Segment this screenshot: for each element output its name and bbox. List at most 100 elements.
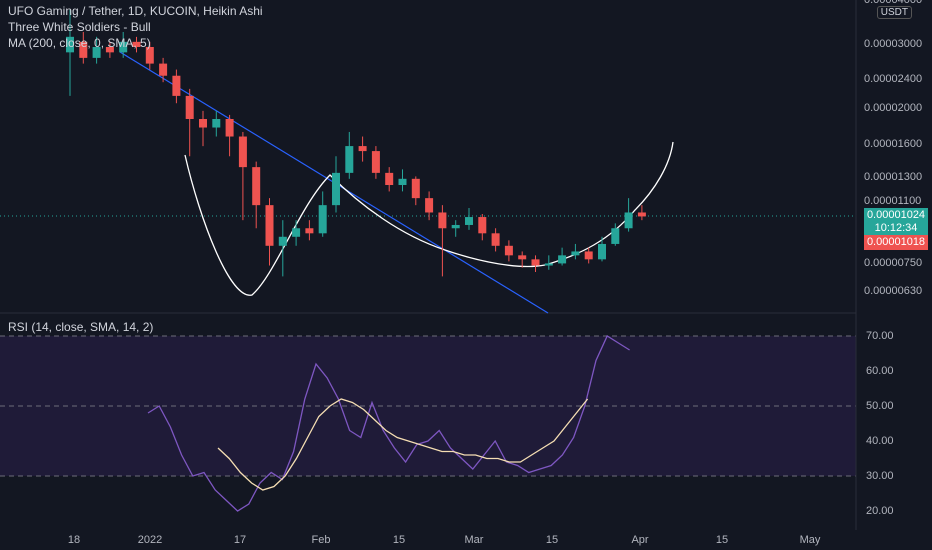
candle-body: [265, 205, 274, 246]
candle: [265, 198, 274, 266]
price-axis-label: 0.00000750: [864, 257, 922, 269]
candle-body: [332, 172, 340, 206]
candle: [438, 205, 447, 277]
candle: [518, 251, 527, 268]
candle: [225, 114, 234, 157]
candle: [385, 167, 394, 192]
candle: [637, 205, 646, 221]
candle: [332, 156, 340, 213]
time-axis-label: Mar: [465, 534, 484, 546]
candle-body: [611, 228, 620, 244]
candle-body: [345, 146, 354, 173]
indicator-three-white-soldiers[interactable]: Three White Soldiers - Bull: [8, 20, 151, 34]
candle-body: [385, 172, 394, 185]
candle: [598, 236, 606, 262]
price-axis-label: 0.00001300: [864, 171, 922, 183]
candle-body: [558, 255, 567, 264]
candle: [172, 69, 181, 104]
candle: [398, 169, 407, 192]
candle: [79, 31, 88, 64]
candle-body: [478, 217, 487, 234]
last-price-badge: 0.00001024: [864, 208, 928, 223]
candle-body: [425, 198, 434, 213]
candle-body: [199, 118, 207, 128]
candle-body: [119, 41, 128, 53]
candle: [451, 220, 460, 237]
rsi-axis: 70.00 60.00 50.00 40.00 30.00 20.00: [866, 330, 894, 517]
candle-body: [305, 228, 314, 234]
candle: [305, 220, 314, 241]
price-axis-label: 0.00002000: [864, 102, 922, 114]
candle-body: [318, 205, 327, 234]
candle-body: [544, 263, 553, 266]
rsi-axis-label: 50.00: [866, 400, 894, 412]
candle: [358, 136, 367, 162]
candle: [558, 247, 567, 266]
candle: [252, 161, 261, 229]
indicator-moving-average[interactable]: MA (200, close, 0, SMA, 5): [8, 36, 151, 50]
candle: [624, 198, 633, 232]
candle: [212, 110, 221, 137]
price-axis-label: 0.00001600: [864, 138, 922, 150]
candle: [292, 220, 301, 246]
rsi-line: [147, 335, 630, 512]
currency-badge[interactable]: USDT: [876, 6, 912, 19]
candle: [92, 36, 101, 64]
candle-body: [465, 217, 473, 225]
price-axis-label: 0.00002400: [864, 73, 922, 85]
candle: [119, 31, 128, 58]
candle: [491, 228, 500, 252]
candle-body: [66, 36, 74, 53]
candle-body: [278, 236, 287, 246]
rsi-lines-group: [147, 335, 630, 512]
candle: [611, 223, 620, 246]
candle-body: [92, 47, 101, 58]
candle-body: [105, 47, 114, 53]
candle: [159, 57, 168, 83]
time-axis-label: Apr: [631, 534, 648, 546]
candle: [544, 255, 553, 270]
countdown-badge: 10:12:34: [864, 221, 928, 236]
candle: [371, 146, 380, 179]
candle-body: [225, 118, 234, 137]
rsi-axis-label: 70.00: [866, 330, 894, 342]
candle-body: [438, 212, 447, 229]
chart-title[interactable]: UFO Gaming / Tether, 1D, KUCOIN, Heikin …: [8, 4, 263, 18]
candle: [571, 243, 580, 260]
rsi-axis-label: 60.00: [866, 365, 894, 377]
candle-body: [598, 243, 606, 260]
candle: [478, 213, 487, 241]
time-axis-label: May: [800, 534, 821, 546]
candle: [132, 36, 141, 53]
candle-body: [371, 151, 380, 173]
candle: [145, 41, 154, 70]
candle: [345, 131, 354, 179]
candle-body: [637, 212, 646, 217]
candle: [318, 191, 327, 237]
price-axis-label: 0.00003000: [864, 38, 922, 50]
candle: [465, 208, 473, 230]
candle: [66, 9, 74, 96]
time-axis-label: 2022: [138, 534, 162, 546]
candle: [199, 110, 207, 147]
prev-price-badge: 0.00001018: [864, 235, 928, 250]
rsi-axis-label: 30.00: [866, 470, 894, 482]
candle: [105, 41, 114, 58]
price-axis-label: 0.00000630: [864, 285, 922, 297]
candle-body: [411, 178, 420, 199]
candle-body: [212, 118, 221, 128]
indicator-rsi[interactable]: RSI (14, close, SMA, 14, 2): [8, 320, 154, 334]
time-axis-label: 15: [546, 534, 558, 546]
candle-body: [571, 251, 580, 256]
time-axis: 18 2022 17 Feb 15 Mar 15 Apr 15 May: [68, 534, 821, 546]
candle-body: [172, 75, 181, 96]
candle-body: [451, 224, 460, 229]
candle-body: [185, 95, 194, 119]
price-axis-label: 0.00001100: [864, 195, 921, 207]
candle: [278, 220, 287, 277]
candle: [584, 247, 593, 264]
candle: [411, 176, 420, 206]
time-axis-label: 15: [716, 534, 728, 546]
price-axis: 0.00004000 0.00003000 0.00002400 0.00002000…: [864, 0, 922, 297]
